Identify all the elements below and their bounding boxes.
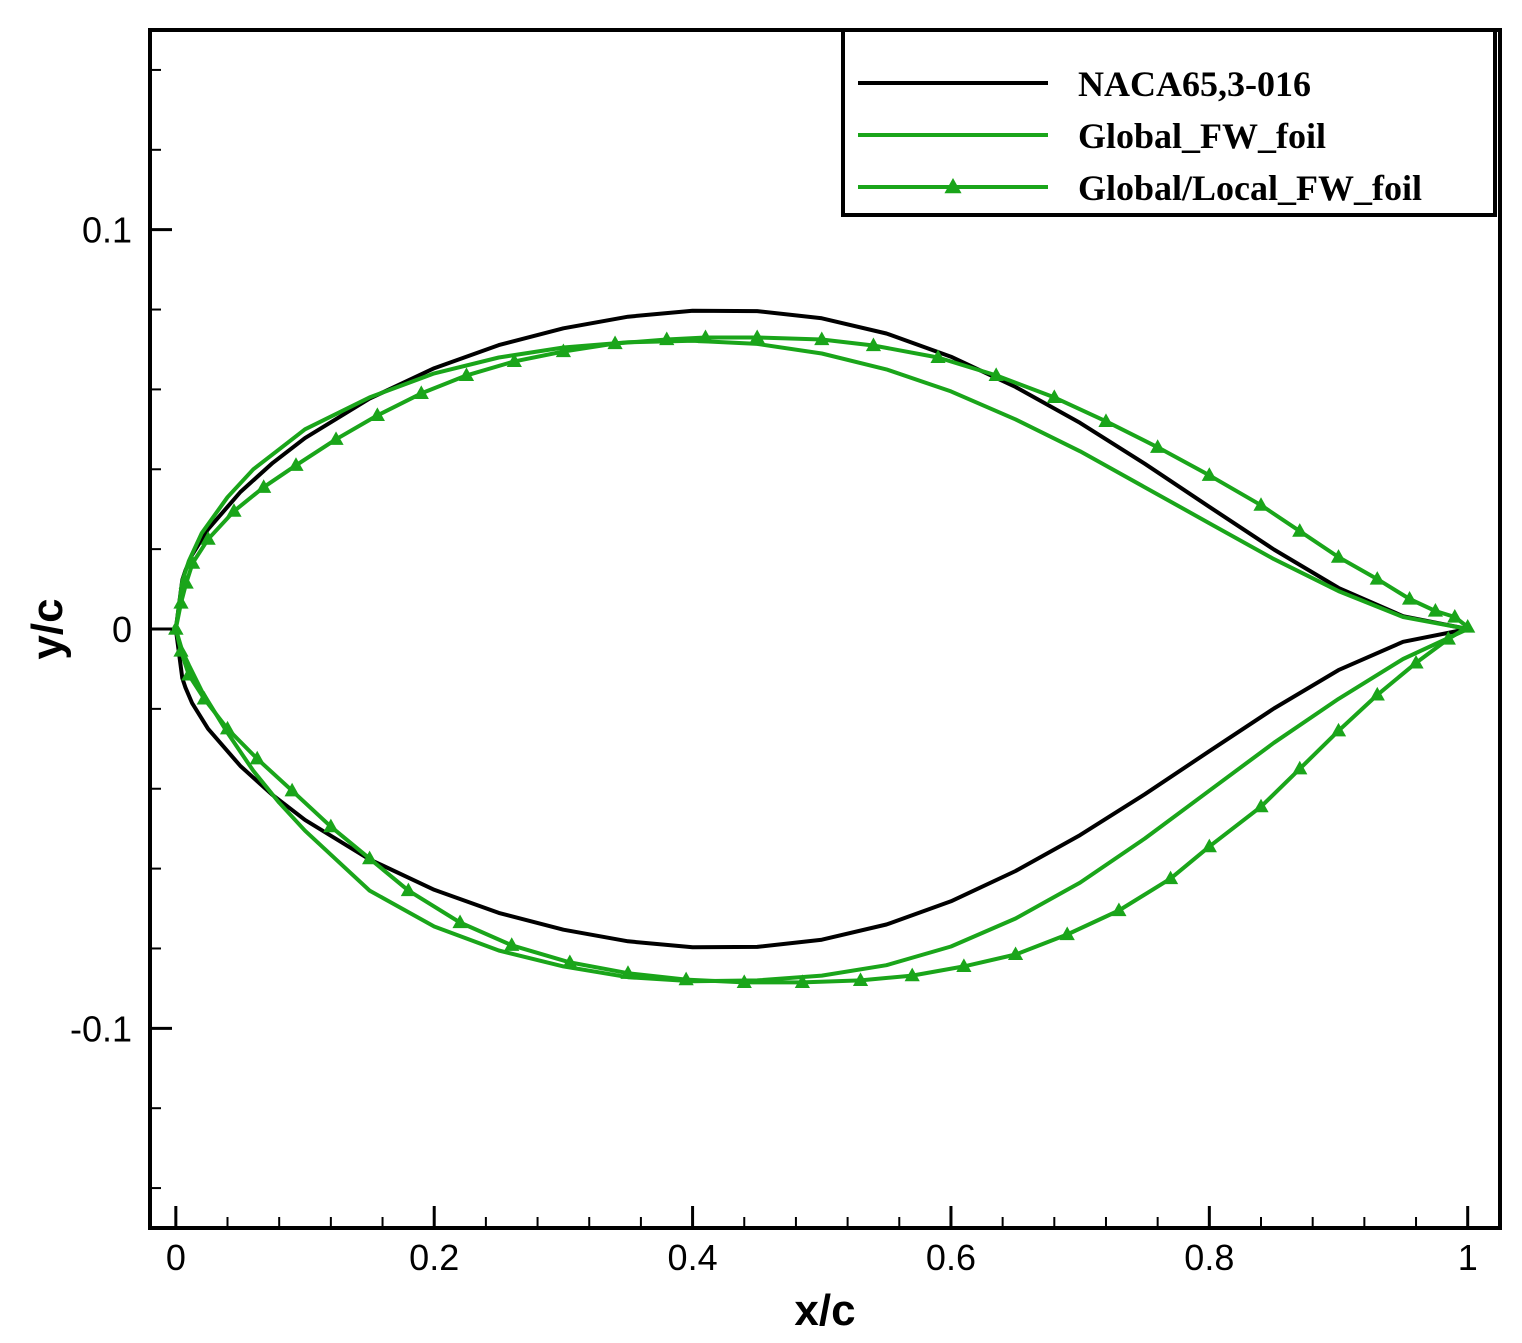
series-point-global-local-fw-foil <box>659 331 675 346</box>
series-point-global-local-fw-foil <box>865 337 882 352</box>
series-point-global-local-fw-foil <box>1253 798 1269 813</box>
series-point-global-local-fw-foil <box>362 850 378 865</box>
series-point-global-local-fw-foil <box>736 974 752 989</box>
series-point-global-local-fw-foil <box>988 367 1004 382</box>
series-point-global-local-fw-foil <box>678 971 694 986</box>
x-tick-label: 0.8 <box>1184 1237 1234 1278</box>
series-point-global-local-fw-foil <box>200 531 216 545</box>
x-tick-label: 0.2 <box>409 1237 459 1278</box>
series-point-global-local-fw-foil <box>284 782 300 797</box>
series-point-global-local-fw-foil <box>452 914 468 929</box>
series-point-global-local-fw-foil <box>1447 609 1463 623</box>
series-layer <box>168 308 1476 989</box>
series-point-global-local-fw-foil <box>1369 571 1385 585</box>
series-point-global-local-fw-foil <box>328 431 344 445</box>
x-tick-label: 0 <box>166 1237 186 1278</box>
x-axis-title: x/c <box>794 1286 855 1335</box>
series-point-global-local-fw-foil <box>1253 497 1269 511</box>
series-point-global-local-fw-foil <box>249 750 265 765</box>
series-point-global-local-fw-foil <box>178 575 194 589</box>
series-point-global-local-fw-foil <box>173 642 189 657</box>
series-point-global-local-fw-foil <box>1460 619 1476 633</box>
series-point-global-local-fw-foil <box>1098 413 1114 427</box>
series-point-global-local-fw-foil <box>400 882 416 897</box>
series-point-global-local-fw-foil <box>1059 926 1075 941</box>
legend-label-global-fw-foil: Global_FW_foil <box>1078 116 1326 156</box>
series-point-global-local-fw-foil <box>506 353 522 368</box>
x-tick-label: 0.6 <box>926 1237 976 1278</box>
series-point-global-local-fw-foil <box>504 937 520 951</box>
series-point-global-local-fw-foil <box>1150 439 1166 453</box>
series-point-global-local-fw-foil <box>1292 760 1308 775</box>
series-point-global-local-fw-foil <box>1408 654 1424 669</box>
series-point-global-local-fw-foil <box>1369 686 1385 701</box>
series-point-global-local-fw-foil <box>1292 523 1308 537</box>
series-point-global-local-fw-foil <box>323 818 339 833</box>
series-point-global-local-fw-foil <box>1427 603 1444 617</box>
series-point-global-local-fw-foil <box>555 343 571 358</box>
series-line-global-fw-foil <box>173 338 1470 984</box>
x-tick-label: 0.4 <box>668 1237 718 1278</box>
series-point-global-local-fw-foil <box>1330 722 1347 737</box>
series-point-global-local-fw-foil <box>173 595 189 609</box>
series-point-global-local-fw-foil <box>904 967 920 982</box>
series-point-global-local-fw-foil <box>1440 630 1456 645</box>
series-point-global-local-fw-foil <box>1007 946 1024 961</box>
series-point-global-local-fw-foil <box>168 621 184 635</box>
series-point-global-local-fw-foil <box>814 331 830 346</box>
series-point-global-local-fw-foil <box>1201 467 1217 481</box>
series-point-global-local-fw-foil <box>562 954 578 969</box>
series-point-global-local-fw-foil <box>620 965 636 979</box>
series-point-global-local-fw-foil <box>794 974 810 989</box>
legend-marker-global-local-fw-foil <box>944 178 962 194</box>
series-point-global-local-fw-foil <box>1201 838 1217 853</box>
series-point-global-local-fw-foil <box>1162 870 1179 885</box>
series-point-global-local-fw-foil <box>697 329 714 344</box>
legend-label-naca65-3-016: NACA65,3-016 <box>1078 64 1311 104</box>
ticks-layer: 0 0.2 0.4 0.6 0.8 1 -0.1 0 0.1 <box>70 68 1478 1278</box>
x-tick-label: 1 <box>1458 1237 1478 1278</box>
y-axis-title: y/c <box>23 598 72 659</box>
y-tick-label: 0.1 <box>82 210 132 251</box>
y-tick-label: -0.1 <box>70 1008 132 1049</box>
series-line-global-local-fw-foil <box>173 335 1470 985</box>
series-point-global-local-fw-foil <box>196 690 212 705</box>
series-point-global-local-fw-foil <box>185 555 201 569</box>
series-point-global-local-fw-foil <box>749 329 765 344</box>
legend: NACA65,3-016 Global_FW_foil Global/Local_F… <box>841 28 1497 217</box>
series-point-global-local-fw-foil <box>852 972 869 987</box>
series-point-global-local-fw-foil <box>226 503 242 517</box>
series-point-global-local-fw-foil <box>181 666 197 681</box>
series-point-global-local-fw-foil <box>1111 902 1127 917</box>
series-point-global-local-fw-foil <box>1330 549 1347 563</box>
series-point-global-local-fw-foil <box>413 385 429 399</box>
legend-label-global-local-fw-foil: Global/Local_FW_foil <box>1078 168 1422 208</box>
y-tick-label: 0 <box>112 609 132 650</box>
series-point-global-local-fw-foil <box>256 479 272 493</box>
series-point-global-local-fw-foil <box>1401 591 1418 605</box>
series-point-global-local-fw-foil <box>1046 389 1062 403</box>
series-point-global-local-fw-foil <box>458 367 475 382</box>
series-point-global-local-fw-foil <box>956 958 972 973</box>
series-point-global-local-fw-foil <box>219 720 236 735</box>
series-point-global-local-fw-foil <box>930 349 946 364</box>
series-point-global-local-fw-foil <box>369 407 385 421</box>
series-point-global-local-fw-foil <box>607 335 623 350</box>
series-point-global-local-fw-foil <box>288 457 304 471</box>
